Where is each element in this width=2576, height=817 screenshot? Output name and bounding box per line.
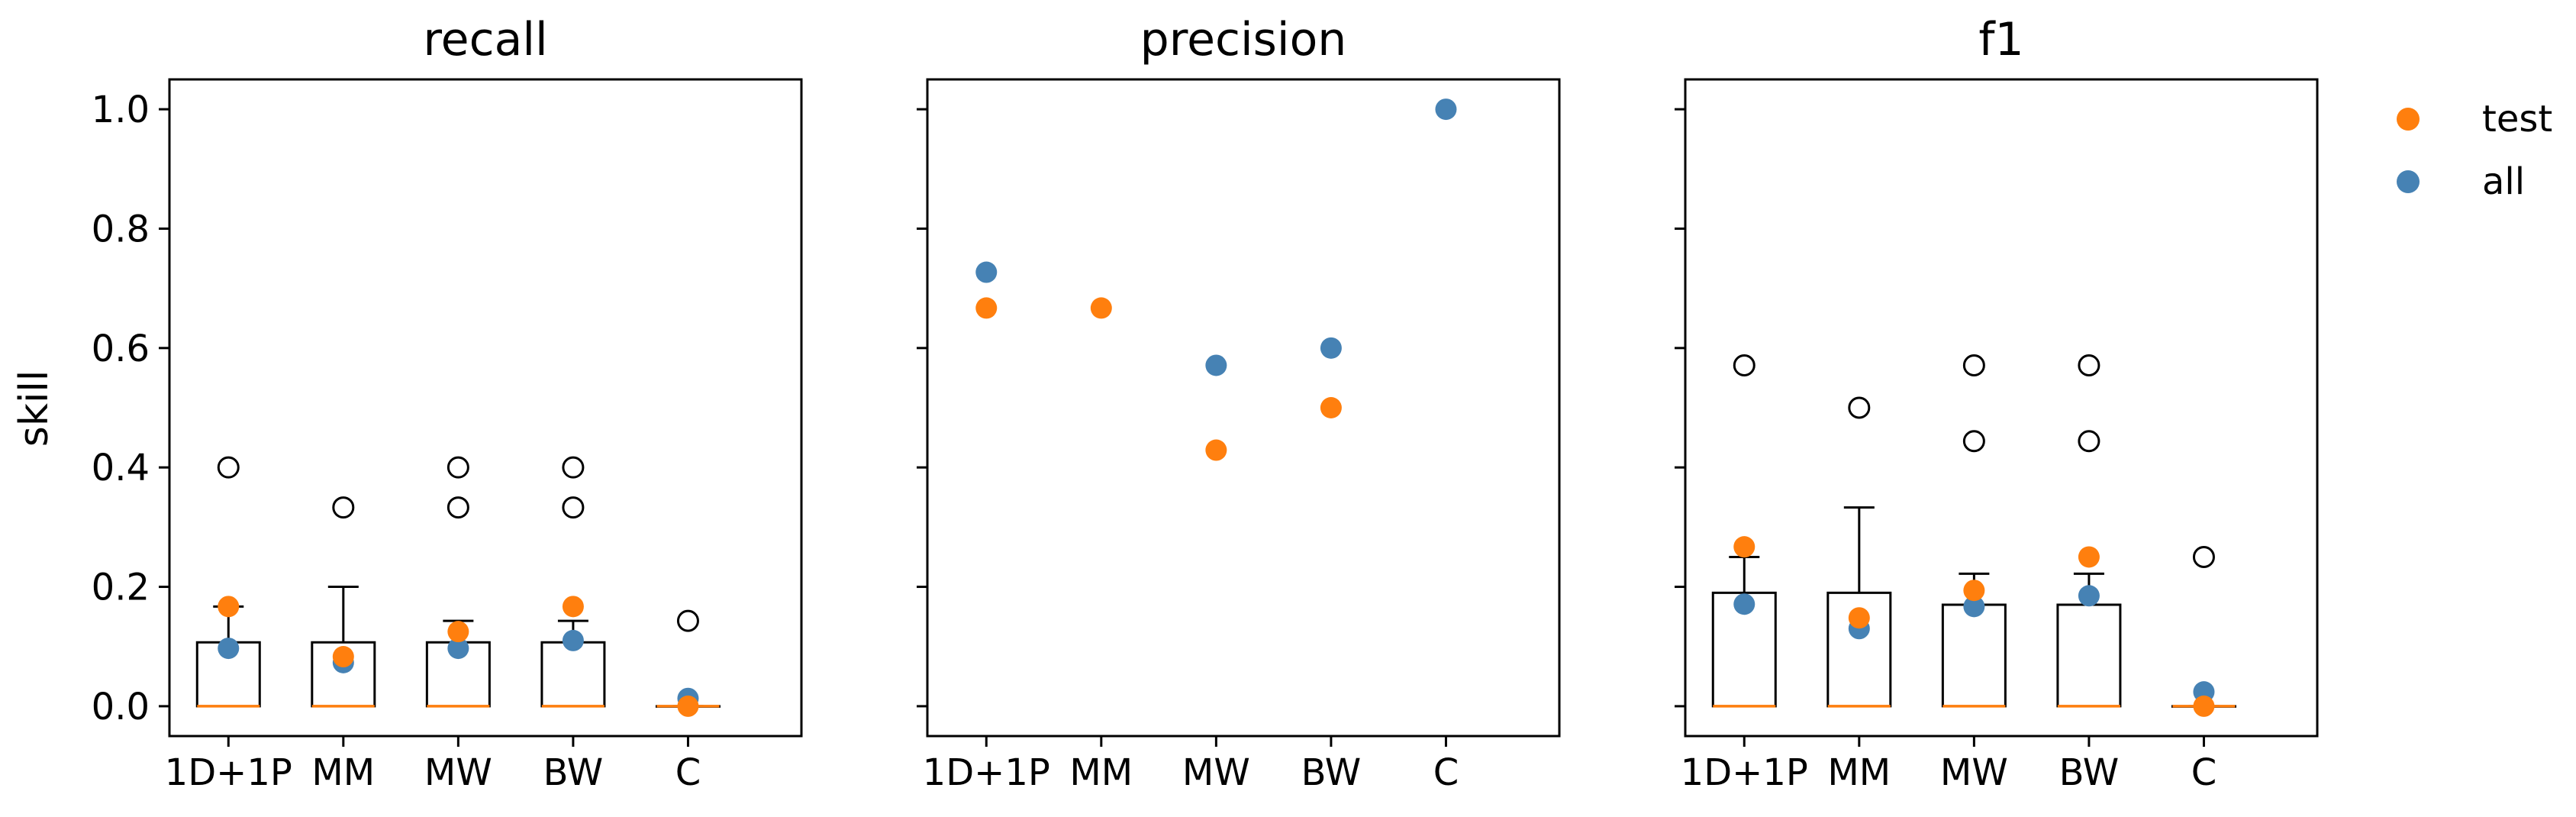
panel-title-precision: precision	[1140, 13, 1347, 66]
panel-recall-xticks: 1D+1P MM MW BW C	[165, 736, 701, 794]
point-test	[1205, 439, 1227, 461]
legend: test all	[2397, 98, 2552, 203]
x-tick-label: MW	[1182, 751, 1250, 794]
x-tick-label: 1D+1P	[923, 751, 1050, 794]
x-tick-label: MM	[1069, 751, 1133, 794]
panel-f1-yticks	[1675, 108, 1685, 708]
panel-recall-yticks: 0.0 0.2 0.4 0.6 0.8 1.0	[92, 89, 169, 728]
flier-point	[562, 456, 585, 479]
x-tick-label: C	[1433, 751, 1459, 794]
panel-f1-xticks: 1D+1P MM MW BW C	[1681, 736, 2217, 794]
x-tick-label: 1D+1P	[165, 751, 292, 794]
point-all	[447, 638, 469, 660]
x-tick-label: 1D+1P	[1681, 751, 1808, 794]
legend-label-all: all	[2482, 160, 2525, 203]
flier-point	[1733, 354, 1755, 376]
point-test	[1963, 580, 1985, 602]
x-tick-label: MM	[311, 751, 375, 794]
point-all	[218, 638, 240, 660]
y-tick-label: 1.0	[92, 89, 150, 131]
point-all	[1205, 354, 1227, 376]
x-tick-label: C	[675, 751, 701, 794]
panel-precision-frame	[926, 78, 1561, 738]
panel-f1-frame	[1684, 78, 2319, 738]
legend-label-test: test	[2482, 98, 2552, 140]
point-test	[447, 621, 469, 643]
x-tick-label: MW	[424, 751, 492, 794]
point-test	[1320, 397, 1342, 418]
x-tick-label: C	[2191, 751, 2217, 794]
flier-point	[562, 496, 585, 519]
flier-point	[2078, 354, 2100, 376]
point-test	[975, 297, 998, 319]
flier-point	[1962, 354, 1985, 376]
y-tick-label: 0.2	[92, 567, 150, 609]
flier-point	[676, 609, 699, 632]
flier-point	[217, 456, 240, 479]
panel-title-f1: f1	[1978, 13, 2023, 66]
flier-point	[1848, 396, 1871, 419]
x-tick-label: MW	[1940, 751, 2008, 794]
flier-point	[2078, 430, 2100, 453]
y-tick-label: 0.4	[92, 447, 150, 489]
flier-point	[447, 456, 469, 479]
panel-f1: f1 1D+1P MM MW BW C	[1675, 13, 2319, 794]
point-all	[562, 629, 584, 651]
flier-point	[332, 496, 355, 519]
flier-point	[1962, 430, 1985, 453]
box	[540, 641, 606, 708]
panel-precision: precision 1D+1P MM MW BW C	[917, 13, 1561, 794]
x-tick-label: BW	[2059, 751, 2120, 794]
y-tick-label: 0.0	[92, 686, 150, 728]
panel-precision-marks	[975, 98, 1457, 461]
point-test	[1733, 536, 1755, 558]
panel-f1-marks	[1711, 354, 2236, 717]
point-test	[218, 596, 240, 618]
y-axis-label: skill	[11, 370, 57, 447]
box	[2056, 603, 2122, 708]
point-test	[1090, 297, 1112, 319]
point-test	[2078, 546, 2100, 568]
y-tick-label: 0.6	[92, 328, 150, 370]
point-all	[975, 261, 998, 283]
x-tick-label: BW	[543, 751, 604, 794]
legend-marker-test	[2397, 108, 2420, 131]
y-tick-label: 0.8	[92, 208, 150, 250]
point-test	[1848, 607, 1870, 629]
point-all	[2078, 585, 2100, 607]
point-all	[1435, 98, 1457, 121]
panel-title-recall: recall	[423, 13, 547, 66]
panel-recall: recall 1D+1P MM MW BW C 0.0 0.2 0.4 0.6 0.8 1.0	[92, 13, 803, 794]
x-tick-label: BW	[1301, 751, 1362, 794]
flier-point	[447, 496, 469, 519]
panel-precision-yticks	[917, 108, 927, 708]
point-all	[1733, 593, 1755, 615]
panel-recall-marks	[195, 456, 721, 717]
panel-precision-xticks: 1D+1P MM MW BW C	[923, 736, 1459, 794]
box	[1941, 603, 2007, 708]
point-all	[1320, 337, 1342, 359]
point-all	[1963, 596, 1985, 618]
flier-point	[2192, 545, 2215, 568]
point-test	[562, 596, 584, 618]
legend-marker-all	[2397, 170, 2420, 193]
panel-recall-frame	[168, 78, 803, 738]
point-test	[677, 695, 699, 717]
point-test	[332, 646, 354, 668]
x-tick-label: MM	[1827, 751, 1891, 794]
point-test	[2193, 695, 2215, 717]
